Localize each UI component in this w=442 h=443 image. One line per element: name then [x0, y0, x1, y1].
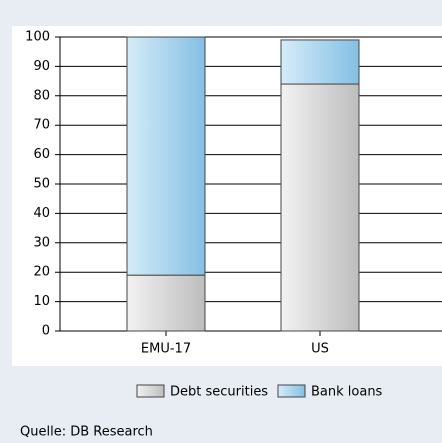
y-tick-label: 20 — [33, 265, 50, 280]
legend-swatch — [136, 384, 165, 398]
y-tick-label: 60 — [33, 147, 50, 162]
y-tick-label: 70 — [33, 118, 50, 133]
bar-segment — [126, 274, 206, 332]
plot-panel — [12, 26, 442, 366]
bar-segment — [280, 83, 360, 332]
y-tick-label: 40 — [33, 206, 50, 221]
x-tick-label: US — [311, 342, 329, 357]
x-tick-label: EMU-17 — [141, 342, 191, 357]
y-tick-label: 90 — [33, 59, 50, 74]
y-tick-label: 100 — [25, 30, 50, 45]
y-tick-label: 10 — [33, 294, 50, 309]
y-tick-label: 50 — [33, 177, 50, 192]
y-tick-label: 30 — [33, 235, 50, 250]
bar-segment — [280, 39, 360, 85]
y-tick-label: 0 — [42, 324, 50, 339]
legend-swatch — [277, 384, 306, 398]
legend-label: Bank loans — [311, 385, 383, 400]
legend-label: Debt securities — [170, 385, 268, 400]
bar-segment — [126, 36, 206, 276]
y-tick-label: 80 — [33, 88, 50, 103]
source: Quelle: DB Research — [20, 425, 153, 440]
